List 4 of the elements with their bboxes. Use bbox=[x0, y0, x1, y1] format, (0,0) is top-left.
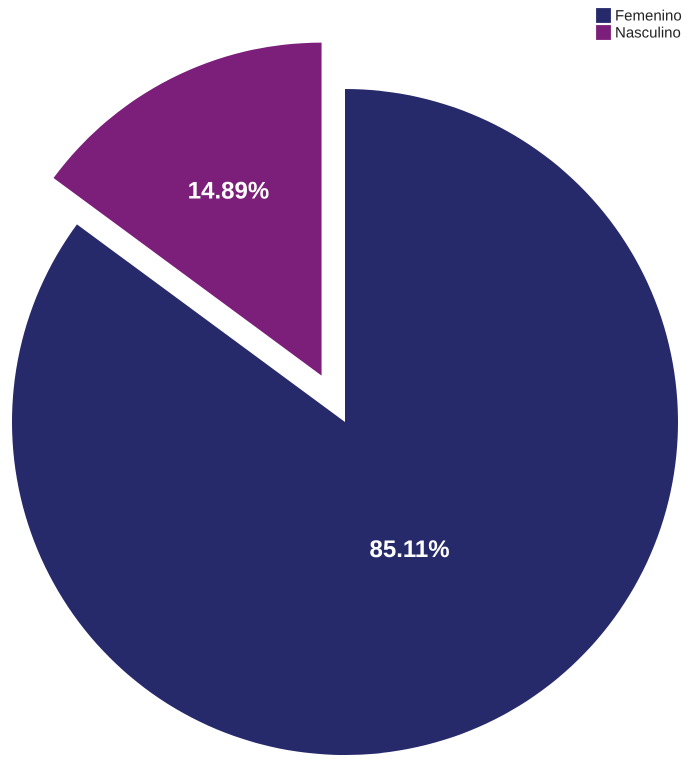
data-label: 14.89% bbox=[188, 177, 270, 204]
legend-label: Nasculino bbox=[615, 24, 681, 42]
data-label: 85.11% bbox=[370, 536, 450, 563]
legend-label: Femenino bbox=[615, 8, 682, 24]
